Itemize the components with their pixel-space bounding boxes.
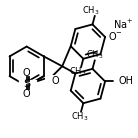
Text: S: S	[23, 79, 30, 89]
Text: $\mathregular{O^{-}}$: $\mathregular{O^{-}}$	[108, 30, 123, 42]
Text: $\mathregular{Na^{+}}$: $\mathregular{Na^{+}}$	[113, 18, 133, 31]
Text: CH$_3$: CH$_3$	[69, 66, 86, 78]
Text: O: O	[51, 76, 59, 86]
Text: CH$_3$: CH$_3$	[86, 48, 103, 61]
Text: CH$_3$: CH$_3$	[71, 110, 88, 123]
Text: CH$_3$: CH$_3$	[82, 4, 99, 17]
Text: O: O	[23, 68, 30, 78]
Text: O: O	[23, 89, 30, 99]
Text: OH: OH	[119, 76, 134, 86]
